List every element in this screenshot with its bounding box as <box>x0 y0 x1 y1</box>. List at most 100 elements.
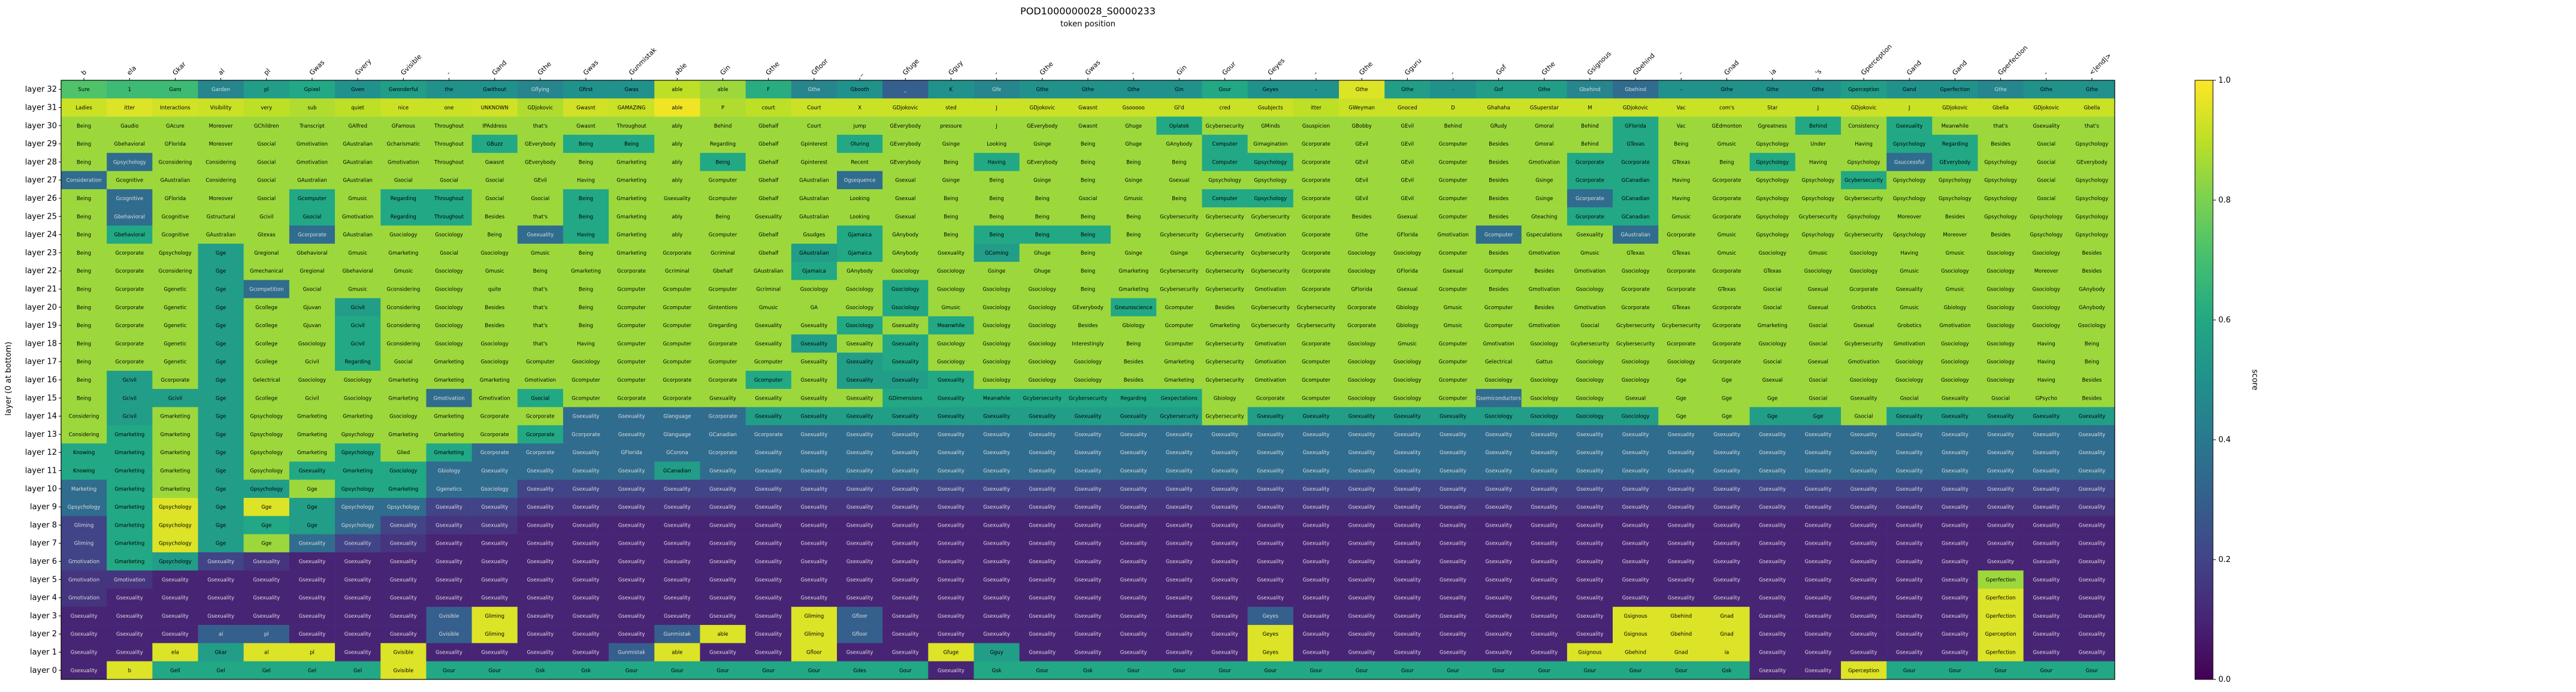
cell-label: Ghuge <box>1034 268 1051 274</box>
cell-label: Gsexuality <box>709 469 736 475</box>
cell-label: Gsexuality <box>2079 577 2106 583</box>
cell-label: that's <box>533 305 548 311</box>
cell-label: Gsociology <box>1576 414 1604 420</box>
cell-label: Gsexuality <box>1211 596 1238 602</box>
cell-label: Gmotivation <box>1529 250 1560 256</box>
cell-label: Gsexuality <box>1622 577 1649 583</box>
cell-label: Besides <box>1991 232 2010 238</box>
cell-label: Gsexuality <box>801 504 828 510</box>
heatmap-cell <box>928 80 974 99</box>
cell-label: Gsexuality <box>1349 596 1375 602</box>
cell-label: Gpsychology <box>1254 196 1287 202</box>
cell-label: Gmarketing <box>114 469 144 475</box>
cell-label: Gsexuality <box>1394 432 1421 438</box>
heatmap-cell <box>654 80 700 99</box>
cell-label: Having <box>577 232 595 238</box>
cell-label: Gcybersecurity <box>1205 414 1244 420</box>
cell-label: Throughout <box>434 214 464 220</box>
cell-label: Besides <box>1489 178 1508 184</box>
cell-label: Gsexuality <box>1075 559 1102 565</box>
cell-label: Gmusic <box>1718 232 1737 238</box>
cell-label: Gsexuality <box>1987 432 2014 438</box>
heatmap-cell <box>837 80 883 99</box>
heatmap-cell <box>1886 189 1933 208</box>
heatmap-cell <box>107 80 153 99</box>
cell-label: Gbehalf <box>758 123 779 129</box>
cell-label: Gsinge <box>1033 178 1051 184</box>
cell-label: GDjokovic <box>893 105 918 111</box>
x-tick-label: Gvisible <box>399 53 423 77</box>
cell-label: Having <box>1672 178 1690 184</box>
cell-label: Gsexuality <box>755 486 782 492</box>
heatmap-cell <box>1521 171 1568 190</box>
y-tick-label: layer 12 <box>25 448 57 457</box>
heatmap-cell <box>745 262 792 280</box>
cell-label: Gthe <box>808 87 821 93</box>
heatmap-cell <box>609 80 655 99</box>
cell-label: Gsexuality <box>573 614 600 620</box>
cell-label: Being <box>77 377 91 383</box>
cell-label: Gcorporate <box>480 414 509 420</box>
heatmap-cell <box>289 80 335 99</box>
cell-label: Gsexuality <box>1166 631 1193 637</box>
heatmap-cell <box>563 280 609 298</box>
cell-label: Besides <box>1945 214 1965 220</box>
cell-label: Gmotivation <box>1255 286 1286 292</box>
cell-label: Gpsychology <box>159 504 192 510</box>
cell-label: Gsexuality <box>1759 650 1786 656</box>
cell-label: Gcorporate <box>161 377 190 383</box>
cell-label: Being <box>944 196 958 202</box>
cell-label: Gsexuality <box>1804 432 1831 438</box>
cell-label: Gpsychology <box>68 504 101 510</box>
cell-label: Gsexuality <box>344 650 371 656</box>
cell-label: Gsexuality <box>1896 469 1923 475</box>
cell-label: Having <box>2037 359 2055 365</box>
heatmap-cell <box>563 153 609 171</box>
cell-label: K <box>950 87 953 93</box>
cell-label: Gsexuality <box>299 577 326 583</box>
cell-label: al <box>264 650 269 656</box>
heatmap-cell <box>2069 153 2115 171</box>
heatmap-cell <box>654 225 700 244</box>
y-tick-label: layer 8 <box>30 521 57 530</box>
cell-label: GAnybody <box>892 250 918 256</box>
cell-label: Being <box>715 214 730 220</box>
heatmap-cell <box>1476 80 1522 99</box>
cell-label: Gsexuality <box>299 614 326 620</box>
cell-label: Gsexuality <box>983 432 1010 438</box>
cell-label: Gperfection <box>1986 577 2016 583</box>
heatmap-cell <box>1293 262 1340 280</box>
cell-label: Gsociology <box>1987 305 2014 311</box>
heatmap-cell <box>152 243 198 262</box>
heatmap-cell <box>654 243 700 262</box>
cell-label: Gpsychology <box>250 432 283 438</box>
cell-label: GAustralian <box>1620 232 1650 238</box>
heatmap-cell <box>1293 280 1340 298</box>
cell-label: Gge <box>1813 414 1823 420</box>
cell-label: Gsexuality <box>983 522 1010 528</box>
heatmap-cell <box>1476 171 1522 190</box>
heatmap-cell <box>1932 116 1978 135</box>
cell-label: Gsexuality <box>1257 504 1284 510</box>
cell-label: Gcomputer <box>1439 341 1468 347</box>
heatmap-cell <box>1065 171 1111 190</box>
cell-label: Gsexuality <box>938 631 965 637</box>
cell-label: Gmarketing <box>114 504 144 510</box>
cell-label: Gsexuality <box>1349 504 1375 510</box>
cell-label: Gsexuality <box>1942 486 1969 492</box>
cell-label: Being <box>77 250 91 256</box>
cell-label: Gsexuality <box>1942 577 1969 583</box>
cell-label: Gexpectations <box>1161 395 1198 401</box>
cell-label: Gsexuality <box>1942 504 1969 510</box>
cell-label: ela <box>171 650 179 656</box>
cell-label: Gsociology <box>2078 323 2106 329</box>
cell-label: Gcorporate <box>115 359 144 365</box>
cell-label: Gsexuality <box>1668 577 1695 583</box>
cell-label: Gcorporate <box>1713 178 1741 184</box>
cell-label: Gsexuality <box>1759 596 1786 602</box>
heatmap-cell <box>1932 225 1978 244</box>
x-tick-label: Gin <box>719 64 732 77</box>
cell-label: GA <box>811 305 818 311</box>
colorbar-tick-label: 0.4 <box>2218 436 2231 445</box>
heatmap-cell <box>1658 80 1704 99</box>
